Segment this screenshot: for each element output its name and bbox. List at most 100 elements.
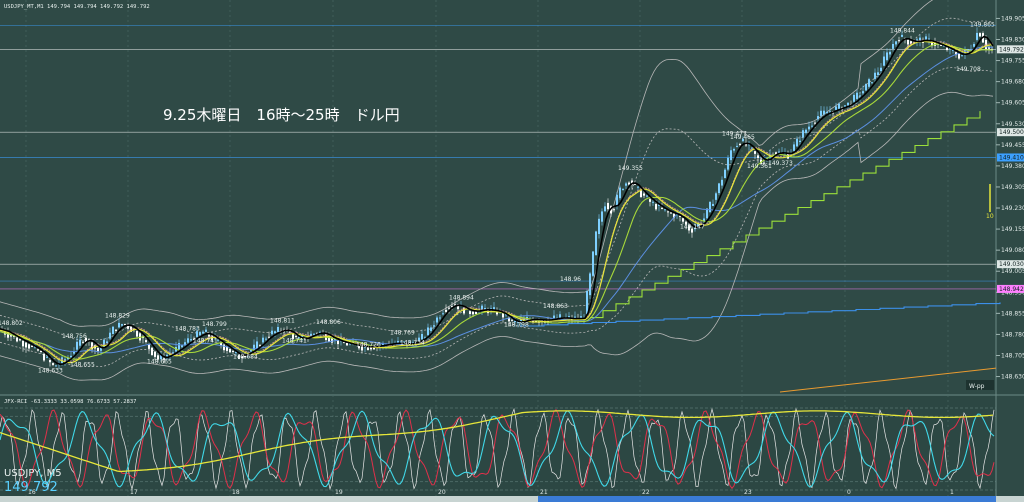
candle-body <box>958 53 960 59</box>
candle-body <box>181 345 183 348</box>
symbol-header: USDJPY_MT,M1 149.794 149.794 149.792 149… <box>4 4 150 10</box>
candle-body <box>508 317 510 322</box>
candle-body <box>157 355 159 360</box>
price-label: 148.863 <box>543 303 568 310</box>
candle-body <box>625 183 627 186</box>
price-label: 148.783 <box>175 326 200 333</box>
candle-body <box>847 102 849 106</box>
candle-body <box>382 343 384 346</box>
candle-body <box>235 351 237 354</box>
price-axis: 149.905 149.830 149.755 149.680 149.605 149.5… <box>996 15 1024 381</box>
candle-body <box>343 342 345 344</box>
candle-body <box>661 207 663 209</box>
candle-body <box>76 341 78 350</box>
candle-body <box>601 211 603 222</box>
candle-body <box>805 129 807 133</box>
candle-body <box>208 333 210 337</box>
candle-body <box>631 180 633 186</box>
candle-body <box>367 346 369 351</box>
level-tag <box>997 128 1024 137</box>
candle-body <box>451 306 453 308</box>
candle-body <box>775 152 777 155</box>
time-tick-label: 0 <box>847 489 851 496</box>
candle-body <box>859 95 861 97</box>
candle-body <box>97 347 99 352</box>
y-tick-label: 149.905 <box>1001 15 1024 22</box>
candle-body <box>82 341 84 343</box>
candle-body <box>469 311 471 314</box>
candle-body <box>688 225 690 231</box>
candle-body <box>370 346 372 350</box>
level-tag <box>997 153 1024 162</box>
price-label: 148.799 <box>202 321 227 328</box>
candle-body <box>313 333 315 335</box>
long-trend-line <box>779 367 997 393</box>
candle-body <box>190 339 192 341</box>
candle-body <box>481 305 483 310</box>
price-label: 148.726 <box>356 342 381 349</box>
candle-body <box>484 308 486 310</box>
rci-indicator <box>0 407 996 491</box>
price-label: 148.756 <box>62 333 87 340</box>
time-tick-label: 23 <box>744 489 752 496</box>
candle-body <box>442 313 444 315</box>
y-tick-label: 148.855 <box>1001 310 1024 317</box>
candle-body <box>28 344 30 349</box>
candle-body <box>13 335 15 337</box>
candle-body <box>31 345 33 347</box>
candle-body <box>889 51 891 55</box>
candle-body <box>580 316 582 319</box>
candle-body <box>49 360 51 363</box>
candle-body <box>226 346 228 351</box>
y-tick-label: 149.305 <box>1001 184 1024 191</box>
candle-body <box>424 337 426 339</box>
candle-body <box>640 190 642 198</box>
candle-body <box>457 304 459 310</box>
candle-body <box>172 352 174 354</box>
candle-body <box>727 157 729 170</box>
candle-body <box>40 350 42 352</box>
price-label: 148.665 <box>147 359 172 366</box>
candle-body <box>682 218 684 222</box>
candle-body <box>985 39 987 50</box>
candle-body <box>892 44 894 49</box>
candle-body <box>652 201 654 203</box>
candle-body <box>154 351 156 357</box>
rci-white <box>0 407 995 491</box>
candle-body <box>856 92 858 99</box>
candle-body <box>991 48 993 50</box>
candle-body <box>502 313 504 318</box>
price-label: 149.844 <box>890 28 915 35</box>
candle-body <box>838 103 840 109</box>
candle-body <box>709 201 711 213</box>
candle-body <box>145 340 147 343</box>
price-label: 148.633 <box>38 368 63 375</box>
price-labels: 148.802 148.633 148.756 148.655 148.829 148.6… <box>0 22 995 375</box>
candle-body <box>814 122 816 124</box>
candle-body <box>421 334 423 340</box>
candle-body <box>778 151 780 153</box>
candle-body <box>196 331 198 337</box>
price-label: 148.798 <box>504 321 529 328</box>
candle-body <box>259 345 261 347</box>
time-tick-label: 1 <box>950 489 954 496</box>
candle-body <box>592 251 594 276</box>
candle-body <box>232 350 234 352</box>
candle-body <box>694 227 696 230</box>
candle-body <box>952 49 954 51</box>
candle-body <box>979 33 981 37</box>
candle-body <box>178 343 180 350</box>
candle-body <box>733 148 735 151</box>
candle-body <box>277 326 279 332</box>
candle-body <box>364 346 366 348</box>
candle-body <box>910 41 912 45</box>
candle-body <box>598 218 600 235</box>
candle-body <box>151 347 153 355</box>
candle-body <box>52 363 54 365</box>
candle-body <box>25 342 27 348</box>
candle-body <box>916 39 918 42</box>
candle-body <box>823 110 825 115</box>
candle-body <box>928 38 930 41</box>
candle-body <box>256 341 258 348</box>
